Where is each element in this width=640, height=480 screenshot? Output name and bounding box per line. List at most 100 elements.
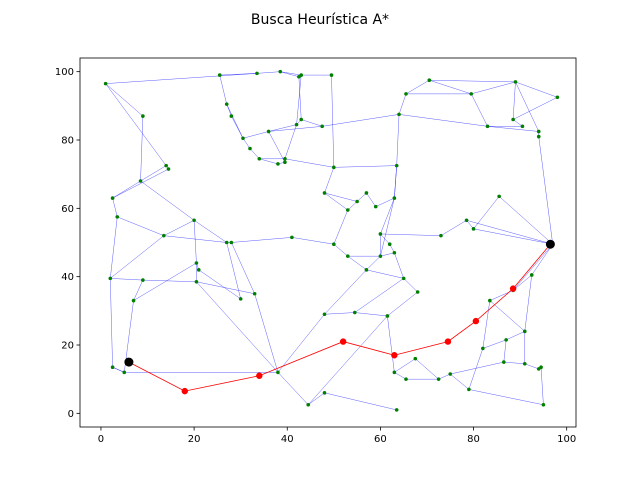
graph-edge (471, 81, 516, 95)
path-node (339, 338, 347, 345)
graph-edge (268, 131, 286, 163)
graph-node (385, 314, 390, 318)
graph-edge (298, 76, 302, 120)
graph-edge (322, 114, 400, 127)
graph-node (471, 227, 476, 231)
graph-edge (347, 201, 358, 211)
graph-edge (331, 75, 335, 168)
graph-node (217, 73, 222, 77)
graph-edge (140, 116, 144, 182)
graph-node (373, 204, 378, 209)
graph-edge (242, 131, 269, 139)
graph-node (345, 254, 350, 258)
graph-node (299, 117, 304, 122)
graph-edge (405, 80, 430, 95)
graph-node (103, 81, 108, 86)
graph-edge (324, 167, 335, 194)
graph-edge (473, 228, 553, 245)
graph-node (192, 218, 196, 223)
graph-node (278, 69, 283, 74)
graph-node (194, 261, 199, 265)
graph-edge (440, 220, 467, 236)
graph-node (332, 165, 336, 170)
graph-node (196, 268, 201, 272)
graph-edge (105, 83, 167, 166)
graph-node (345, 208, 350, 212)
graph-node (502, 360, 506, 364)
graph-node (299, 73, 304, 77)
graph-node (401, 276, 406, 281)
graph-node (283, 160, 287, 165)
graph-edge (512, 274, 532, 291)
graph-node (229, 114, 234, 118)
x-axis: 0 20 40 60 80 100 (98, 427, 576, 445)
graph-node (322, 391, 327, 395)
goal-node (545, 239, 555, 249)
graph-edge (308, 392, 325, 405)
graph-edge (394, 165, 397, 199)
graph-edge (280, 71, 302, 76)
x-tick-label: 80 (467, 434, 480, 445)
graph-edge (429, 80, 516, 83)
graph-edge (524, 274, 532, 332)
graph-edge (219, 73, 257, 76)
graph-node (224, 240, 229, 245)
graph-node (252, 291, 257, 296)
graph-node (392, 250, 397, 255)
graph-node (378, 232, 383, 236)
graph-edge (380, 198, 395, 257)
graph-edge (450, 373, 470, 390)
graph-node (364, 191, 369, 195)
graph-edge (398, 114, 488, 127)
path-node (181, 387, 188, 395)
graph-edge (473, 196, 500, 229)
graph-node (322, 191, 327, 195)
graph-node (511, 117, 515, 122)
graph-edge (198, 269, 241, 300)
graph-edge (403, 278, 418, 293)
graph-edge (196, 281, 255, 294)
graph-edge (482, 300, 491, 349)
graph-edge (268, 126, 323, 132)
graph-edge (347, 256, 367, 270)
start-node (124, 357, 134, 367)
graph-edge (512, 244, 553, 291)
y-tick-label: 80 (61, 136, 74, 147)
graph-edge (438, 373, 451, 380)
graph-node (536, 129, 541, 134)
graph-edge (308, 315, 388, 405)
graph-edge (429, 80, 472, 95)
graph-node (404, 92, 408, 96)
graph-node (164, 163, 168, 168)
graph-edge (291, 237, 334, 245)
graph-edge (284, 158, 334, 168)
graph-node (522, 329, 527, 334)
graph-node (224, 102, 229, 106)
y-tick-label: 60 (61, 204, 74, 215)
graph-node (276, 162, 280, 166)
x-tick-label: 100 (557, 434, 576, 445)
graph-edge (466, 220, 553, 245)
graph-edge (226, 104, 244, 139)
graph-node (497, 194, 501, 199)
graph-edge (354, 278, 404, 313)
graph-edge (301, 119, 323, 127)
graph-node (481, 346, 485, 351)
graph-edge (112, 367, 125, 373)
graph-node (141, 114, 145, 118)
graph-edge (366, 256, 381, 270)
path-node (472, 317, 480, 325)
graph-edge (277, 314, 325, 373)
graph-edge (482, 339, 507, 349)
graph-edge (112, 168, 169, 199)
graph-edge (193, 220, 197, 264)
path-node (509, 285, 517, 292)
graph-node (329, 73, 334, 77)
graph-edge (531, 244, 553, 276)
graph-node (387, 242, 392, 247)
graph-edge (268, 124, 297, 132)
graph-node (555, 95, 560, 100)
graph-node (238, 297, 243, 301)
graph-edge (415, 358, 439, 380)
